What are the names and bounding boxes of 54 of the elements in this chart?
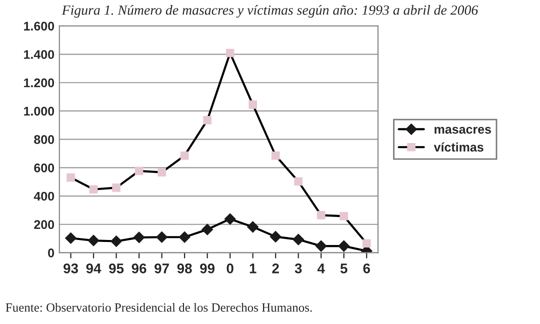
- point: [316, 210, 326, 220]
- point: [362, 239, 371, 248]
- chart-title: Figura 1. Número de masacres y víctimas según año: 1993 a abril de 2006: [62, 5, 478, 18]
- y-tick-label: 400: [34, 192, 54, 201]
- x-tick-label: 0: [226, 264, 234, 274]
- point: [338, 240, 350, 252]
- x-tick-label: 5: [340, 264, 348, 274]
- source-note: Fuente: Observatorio Presidencial de los Derechos Humanos.: [6, 302, 312, 312]
- y-tick-label: 0: [48, 248, 54, 258]
- y-tick-label: 1.000: [24, 106, 54, 116]
- point: [202, 224, 213, 236]
- x-tick-label: 1: [250, 264, 256, 274]
- point: [294, 177, 303, 186]
- y-tick-label: 600: [34, 163, 54, 172]
- point: [65, 232, 76, 244]
- x-tick-label: 6: [363, 264, 370, 274]
- point: [226, 48, 234, 58]
- point: [88, 234, 100, 246]
- y-tick-label: 1.200: [24, 78, 54, 88]
- x-tick-label: 4: [317, 264, 325, 274]
- point: [156, 232, 168, 243]
- y-tick-label: 200: [34, 220, 54, 230]
- point: [134, 166, 144, 176]
- x-tick-label: 94: [86, 264, 102, 274]
- legend-label: masacres: [434, 126, 491, 134]
- legend-label: víctimas: [434, 142, 484, 152]
- x-tick-label: 98: [177, 264, 192, 274]
- point: [224, 213, 236, 225]
- x-tick-label: 3: [294, 264, 302, 274]
- x-tick-label: 99: [200, 264, 215, 274]
- y-tick-label: 800: [34, 135, 54, 144]
- point: [158, 168, 166, 177]
- point: [133, 232, 145, 244]
- point: [292, 234, 304, 246]
- point: [247, 221, 258, 233]
- point: [178, 232, 190, 243]
- point: [66, 173, 75, 182]
- point: [203, 116, 212, 124]
- point: [270, 231, 282, 242]
- point: [89, 185, 98, 194]
- y-tick-label: 1.600: [24, 22, 54, 31]
- point: [271, 151, 280, 160]
- x-tick-label: 97: [154, 264, 169, 274]
- y-tick-label: 1.400: [24, 50, 54, 59]
- point: [112, 183, 120, 192]
- x-tick-label: 95: [109, 264, 124, 274]
- x-tick-label: 96: [132, 264, 146, 274]
- point: [110, 236, 122, 247]
- point: [316, 240, 327, 252]
- x-tick-label: 93: [64, 264, 78, 274]
- point: [180, 151, 189, 160]
- x-tick-label: 2: [272, 264, 279, 274]
- point: [340, 212, 348, 220]
- point: [248, 100, 258, 109]
